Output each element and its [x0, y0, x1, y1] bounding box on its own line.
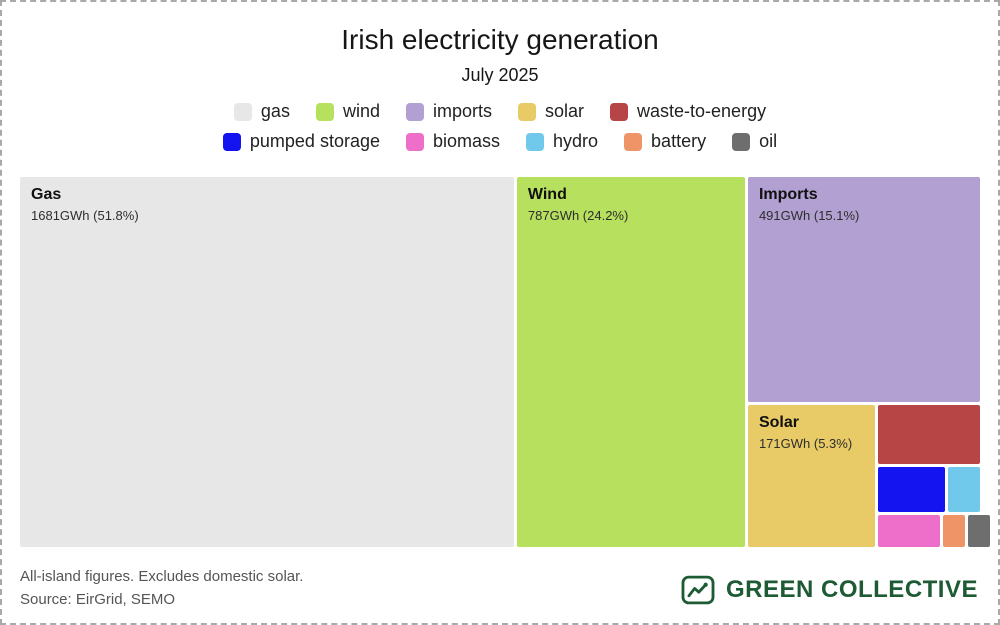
legend-label: imports	[432, 101, 492, 121]
treemap-tile-biomass[interactable]	[878, 514, 941, 547]
legend-label: biomass	[432, 131, 501, 151]
treemap-tile-wind[interactable]: Wind 787GWh (24.2%)	[516, 177, 745, 547]
page-title: Irish electricity generation	[341, 24, 659, 55]
treemap-tile-solar[interactable]: Solar 171GWh (5.3%)	[747, 404, 876, 547]
legend-swatch-solar	[518, 102, 536, 121]
page-subtitle: July 2025	[461, 65, 539, 85]
tile-value: 1681GWh (51.8%)	[31, 208, 139, 223]
legend-item-battery[interactable]: battery	[624, 131, 706, 152]
tile-value: 171GWh (5.3%)	[758, 435, 853, 451]
source-note: Source: EirGrid, SEMO	[20, 590, 176, 608]
legend-label: solar	[545, 101, 585, 121]
legend-swatch-oil	[732, 132, 751, 151]
header: Irish electricity generation July 2025	[2, 2, 998, 86]
legend-label: pumped storage	[249, 131, 380, 151]
legend: gas wind imports solar waste-to-energy pumped…	[2, 101, 998, 152]
tile-value: 491GWh (15.1%)	[758, 208, 860, 223]
legend-item-biomass[interactable]: biomass	[405, 131, 501, 152]
legend-item-pumped-storage[interactable]: pumped storage	[222, 131, 380, 152]
footer-notes: All-island figures. Excludes domestic so…	[20, 565, 303, 612]
legend-label: oil	[759, 131, 778, 151]
treemap-tile-battery[interactable]	[943, 514, 966, 547]
legend-label: hydro	[553, 131, 599, 151]
legend-swatch-gas	[233, 102, 252, 121]
treemap-tile-hydro[interactable]	[948, 467, 980, 512]
legend-item-waste-to-energy[interactable]: waste-to-energy	[610, 101, 766, 122]
legend-label: wind	[342, 101, 380, 121]
tile-name: Wind	[527, 186, 567, 203]
brand: GREEN COLLECTIVE	[681, 575, 978, 605]
legend-label: gas	[260, 101, 290, 121]
treemap-tile-waste-to-energy[interactable]	[878, 404, 980, 464]
legend-swatch-pumped-storage	[222, 132, 241, 151]
treemap-tile-gas[interactable]: Gas 1681GWh (51.8%)	[20, 177, 514, 547]
legend-item-imports[interactable]: imports	[405, 101, 492, 122]
legend-swatch-imports	[405, 102, 424, 121]
legend-swatch-battery	[624, 132, 643, 151]
legend-item-gas[interactable]: gas	[233, 101, 290, 122]
legend-row: gas wind imports solar waste-to-energy	[2, 101, 998, 122]
legend-item-hydro[interactable]: hydro	[526, 131, 598, 152]
tile-value: 787GWh (24.2%)	[527, 208, 629, 223]
legend-swatch-waste-to-energy	[610, 102, 629, 121]
legend-row: pumped storage biomass hydro battery oil	[2, 131, 998, 152]
treemap-tile-imports[interactable]: Imports 491GWh (15.1%)	[747, 177, 980, 402]
legend-label: battery	[651, 131, 707, 151]
footnote: All-island figures. Excludes domestic so…	[20, 567, 304, 585]
legend-swatch-biomass	[405, 132, 424, 151]
tile-name: Imports	[758, 186, 818, 203]
line-chart-icon	[681, 575, 715, 605]
legend-swatch-hydro	[526, 132, 545, 151]
treemap-tile-pumped-storage[interactable]	[878, 467, 946, 512]
tile-name: Solar	[758, 413, 799, 431]
brand-name: GREEN COLLECTIVE	[725, 576, 978, 603]
legend-item-oil[interactable]: oil	[732, 131, 777, 152]
legend-label: waste-to-energy	[637, 101, 767, 121]
legend-item-solar[interactable]: solar	[518, 101, 584, 122]
treemap-tile-oil[interactable]	[968, 514, 991, 547]
tile-name: Gas	[31, 186, 62, 203]
legend-item-wind[interactable]: wind	[315, 101, 380, 122]
treemap: Gas 1681GWh (51.8%) Wind 787GWh (24.2%) Impo…	[20, 177, 991, 547]
legend-swatch-wind	[315, 102, 334, 121]
